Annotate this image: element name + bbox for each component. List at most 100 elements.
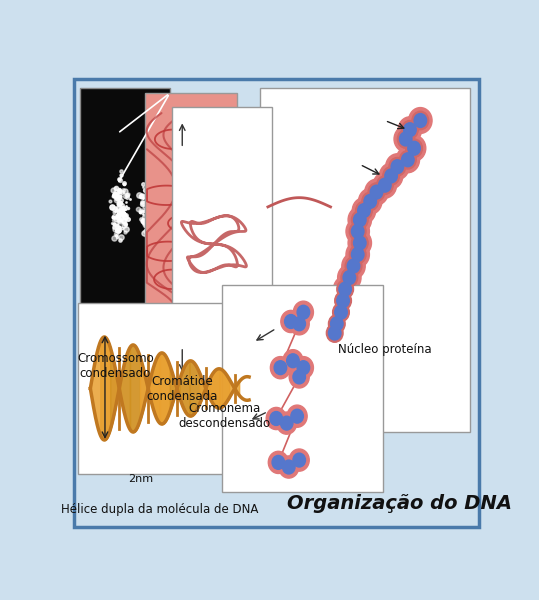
- Circle shape: [412, 111, 429, 130]
- Circle shape: [379, 163, 403, 189]
- Circle shape: [414, 113, 427, 127]
- Circle shape: [327, 324, 343, 342]
- Circle shape: [383, 167, 399, 185]
- Circle shape: [272, 455, 285, 469]
- Circle shape: [346, 242, 369, 268]
- Circle shape: [328, 314, 345, 333]
- Circle shape: [268, 451, 288, 473]
- Circle shape: [356, 202, 372, 220]
- Bar: [80, 88, 170, 340]
- Circle shape: [287, 405, 307, 427]
- Circle shape: [402, 153, 414, 167]
- Circle shape: [337, 265, 361, 290]
- Circle shape: [397, 130, 414, 148]
- Circle shape: [353, 197, 376, 224]
- Circle shape: [351, 233, 368, 252]
- Circle shape: [404, 123, 416, 137]
- Circle shape: [285, 314, 297, 328]
- Circle shape: [358, 203, 370, 218]
- Bar: [144, 93, 237, 363]
- Circle shape: [349, 222, 366, 241]
- Circle shape: [323, 320, 347, 346]
- Circle shape: [348, 207, 371, 233]
- Circle shape: [394, 126, 417, 152]
- Circle shape: [293, 301, 313, 323]
- Circle shape: [282, 460, 295, 474]
- Circle shape: [409, 107, 432, 133]
- Text: 2nm: 2nm: [128, 475, 153, 484]
- Circle shape: [330, 317, 343, 331]
- Circle shape: [270, 412, 282, 425]
- Circle shape: [396, 147, 419, 173]
- Circle shape: [346, 218, 369, 244]
- Text: Cromossomo
condensado: Cromossomo condensado: [77, 352, 154, 380]
- Circle shape: [343, 271, 356, 284]
- Circle shape: [337, 280, 354, 298]
- Circle shape: [347, 259, 360, 273]
- Circle shape: [293, 453, 306, 467]
- Circle shape: [351, 248, 364, 262]
- Circle shape: [391, 160, 404, 173]
- Circle shape: [365, 179, 388, 205]
- Circle shape: [281, 310, 301, 332]
- Circle shape: [280, 416, 293, 430]
- Circle shape: [342, 253, 365, 279]
- Circle shape: [362, 192, 378, 211]
- Circle shape: [399, 151, 416, 169]
- Circle shape: [402, 121, 418, 139]
- Circle shape: [331, 288, 355, 314]
- Circle shape: [341, 268, 358, 287]
- Circle shape: [385, 169, 397, 183]
- Bar: [172, 107, 272, 393]
- Circle shape: [297, 305, 310, 319]
- Circle shape: [334, 276, 357, 302]
- Circle shape: [377, 176, 393, 194]
- Circle shape: [335, 292, 351, 310]
- Circle shape: [370, 185, 383, 199]
- Circle shape: [289, 313, 309, 335]
- Circle shape: [408, 141, 420, 155]
- Circle shape: [348, 230, 371, 256]
- Circle shape: [386, 154, 409, 179]
- Circle shape: [399, 132, 412, 146]
- Text: Hélice dupla da molécula de DNA: Hélice dupla da molécula de DNA: [60, 503, 258, 517]
- Circle shape: [289, 449, 309, 471]
- Circle shape: [274, 361, 287, 374]
- Circle shape: [364, 194, 376, 208]
- Circle shape: [354, 213, 366, 227]
- Circle shape: [271, 356, 291, 379]
- Circle shape: [354, 236, 366, 250]
- Circle shape: [351, 211, 368, 229]
- Bar: [78, 303, 258, 474]
- Circle shape: [293, 317, 306, 331]
- Text: Cromonema
descondensado: Cromonema descondensado: [178, 403, 270, 430]
- Circle shape: [287, 354, 299, 368]
- Circle shape: [358, 188, 382, 214]
- Circle shape: [351, 224, 364, 238]
- Text: Organização do DNA: Organização do DNA: [287, 494, 512, 514]
- Circle shape: [406, 139, 423, 157]
- Circle shape: [398, 117, 421, 143]
- Circle shape: [283, 350, 303, 372]
- Circle shape: [339, 282, 351, 296]
- Circle shape: [293, 370, 306, 384]
- Circle shape: [335, 305, 347, 319]
- Text: Cromátide
condensada: Cromátide condensada: [147, 374, 218, 403]
- Text: Núcleo proteína: Núcleo proteína: [338, 343, 432, 356]
- Circle shape: [333, 303, 349, 322]
- Circle shape: [389, 157, 406, 176]
- Circle shape: [293, 356, 313, 379]
- Circle shape: [373, 172, 397, 198]
- Bar: [222, 284, 383, 493]
- Circle shape: [289, 366, 309, 388]
- Circle shape: [329, 299, 353, 325]
- Circle shape: [266, 407, 286, 430]
- Circle shape: [345, 257, 362, 275]
- Circle shape: [325, 311, 349, 337]
- Circle shape: [378, 178, 391, 192]
- Circle shape: [349, 245, 366, 264]
- Circle shape: [328, 326, 341, 340]
- Circle shape: [279, 456, 299, 478]
- Bar: [260, 88, 471, 433]
- Circle shape: [368, 183, 385, 202]
